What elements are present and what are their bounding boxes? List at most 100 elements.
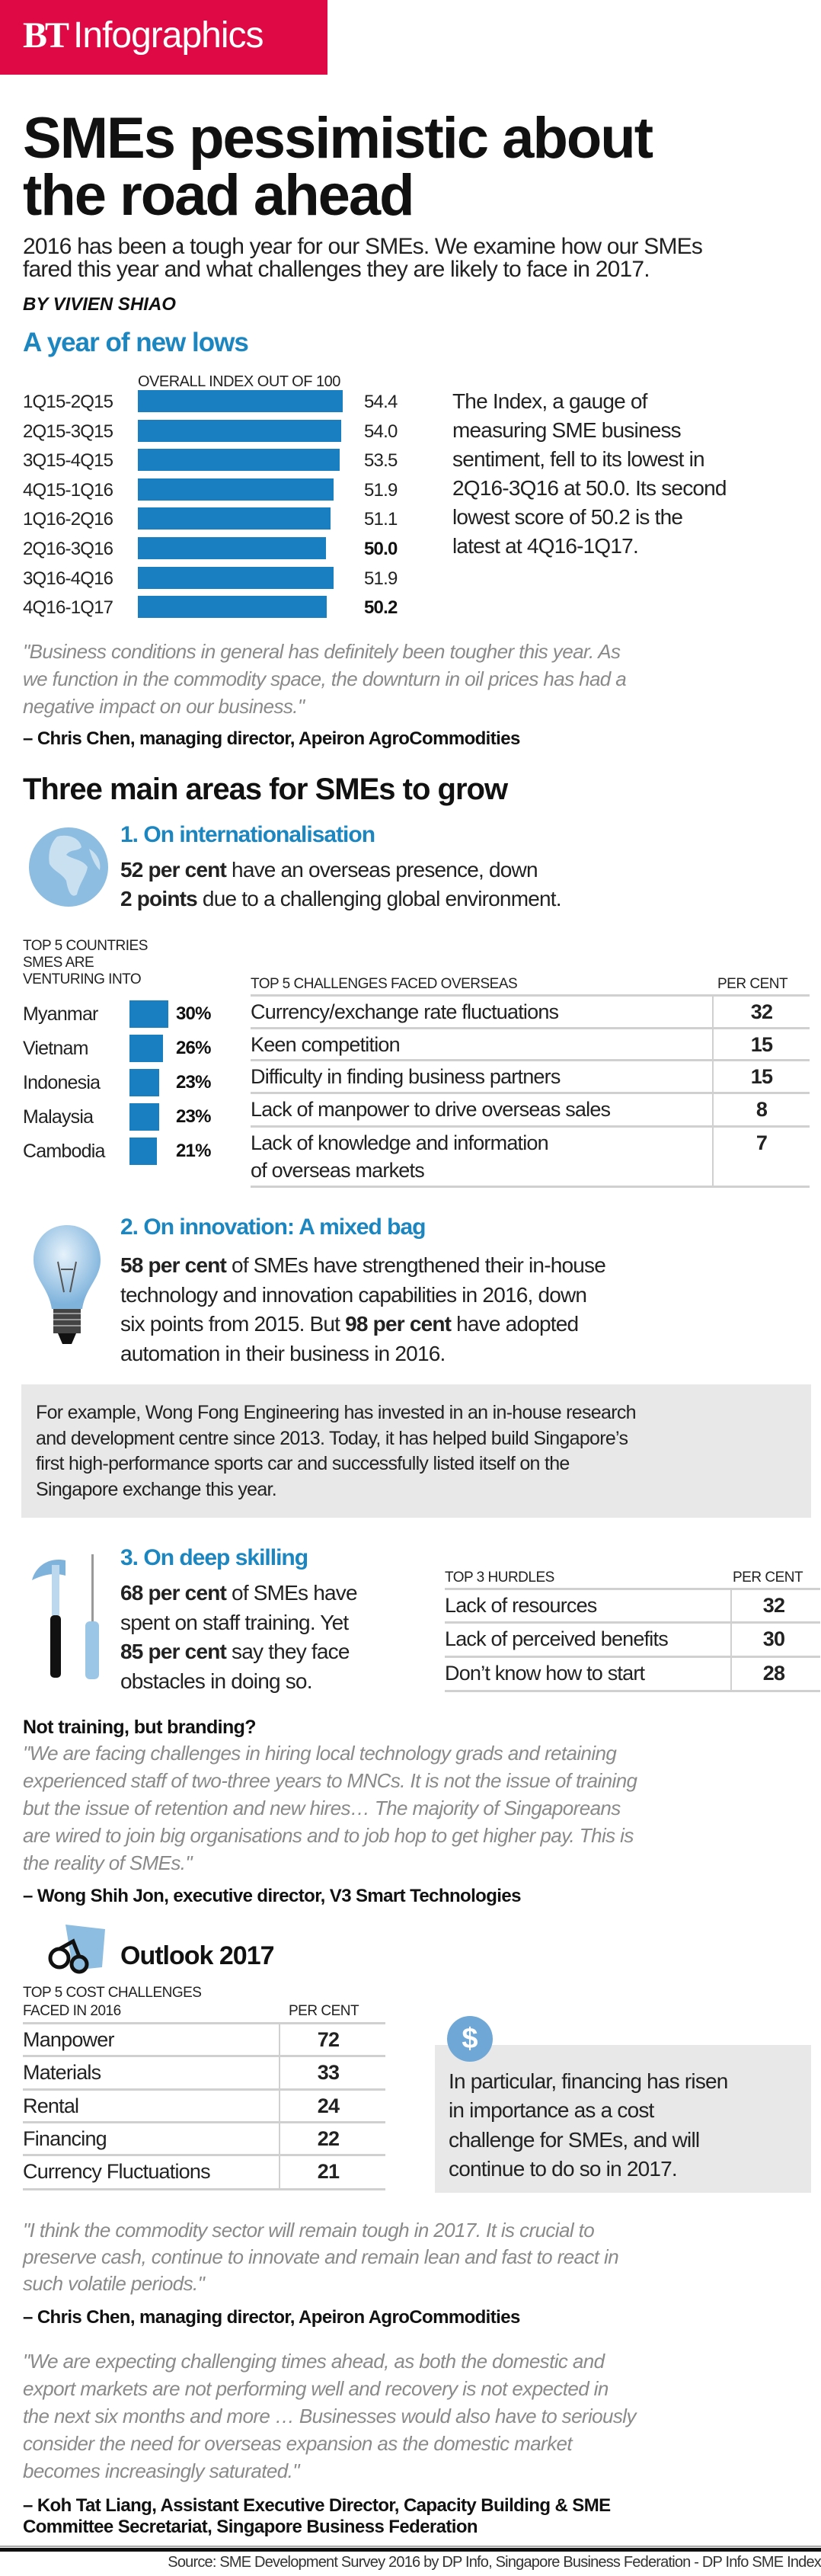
quote-attribution-4: – Koh Tat Liang, Assistant Executive Dir… bbox=[23, 2495, 611, 2537]
table-row-value: 8 bbox=[756, 1098, 768, 1121]
table-rule bbox=[23, 2088, 385, 2091]
table-row-value: 24 bbox=[317, 2094, 340, 2117]
index-category-label: 3Q16-4Q16 bbox=[23, 568, 113, 589]
index-bar bbox=[138, 449, 340, 472]
areas-heading: Three main areas for SMEs to grow bbox=[23, 773, 508, 806]
index-value-label: 54.0 bbox=[364, 421, 398, 442]
area3-stat-training: 68 per cent bbox=[120, 1581, 227, 1605]
example-box bbox=[21, 1384, 811, 1518]
index-bar bbox=[138, 478, 334, 501]
index-value-label: 51.1 bbox=[364, 509, 398, 530]
table-rule bbox=[445, 1656, 820, 1658]
table-row-value: 32 bbox=[762, 1594, 785, 1617]
index-category-label: 4Q16-1Q17 bbox=[23, 597, 113, 619]
index-category-label: 1Q16-2Q16 bbox=[23, 509, 113, 530]
country-bar bbox=[129, 1138, 157, 1165]
country-value-label: 23% bbox=[176, 1106, 211, 1127]
table-row-label: Financing bbox=[23, 2127, 107, 2150]
index-bar bbox=[138, 419, 342, 442]
bt-logo-text: BT bbox=[23, 15, 69, 56]
table-row-value: 33 bbox=[317, 2061, 340, 2084]
table-row-label: Lack of manpower to drive overseas sales bbox=[251, 1098, 611, 1121]
table-row-label: Lack of resources bbox=[445, 1594, 597, 1617]
area1-summary: 52 per cent have an overseas presence, d… bbox=[120, 856, 562, 914]
table-rule bbox=[23, 2154, 385, 2156]
area3-summary: 68 per cent of SMEs have spent on staff … bbox=[120, 1579, 358, 1696]
country-value-label: 26% bbox=[176, 1038, 211, 1058]
country-label: Malaysia bbox=[23, 1106, 94, 1128]
branding-heading: Not training, but branding? bbox=[23, 1717, 257, 1738]
table-header: TOP 5 COST CHALLENGES FACED IN 2016 bbox=[23, 1985, 202, 2019]
table-row-value: 21 bbox=[317, 2160, 340, 2183]
table-row-value: 15 bbox=[750, 1065, 773, 1088]
index-value-label: 54.4 bbox=[364, 392, 398, 412]
index-value-label: 50.0 bbox=[364, 539, 398, 559]
table-row-label: Keen competition bbox=[251, 1033, 401, 1056]
table-header: TOP 5 CHALLENGES FACED OVERSEAS bbox=[251, 976, 518, 992]
index-category-label: 1Q15-2Q15 bbox=[23, 392, 113, 412]
table-rule bbox=[445, 1690, 820, 1692]
country-label: Myanmar bbox=[23, 1003, 98, 1025]
country-label: Indonesia bbox=[23, 1072, 101, 1093]
table-rule bbox=[445, 1621, 820, 1624]
countries-chart-title: TOP 5 COUNTRIES SMES ARE VENTURING INTO bbox=[23, 938, 148, 987]
area1-stat-points: 2 points bbox=[120, 887, 198, 910]
country-bar bbox=[129, 1000, 168, 1028]
brand-logo: BT Infographics bbox=[23, 14, 264, 56]
index-bar bbox=[138, 596, 327, 619]
bt-infographics-banner bbox=[0, 0, 327, 75]
country-bar bbox=[129, 1103, 160, 1131]
area2-stat-automation: 98 per cent bbox=[345, 1312, 452, 1336]
footer-rule-thin bbox=[0, 2546, 821, 2547]
area2-text-2: have adopted automation in their busines… bbox=[120, 1312, 579, 1365]
index-bar bbox=[138, 566, 334, 589]
table-rule bbox=[23, 2055, 385, 2057]
index-chart-title: OVERALL INDEX OUT OF 100 bbox=[138, 373, 340, 390]
table-row-value: 15 bbox=[750, 1033, 773, 1056]
globe-icon bbox=[29, 827, 108, 907]
table-row-label: Don’t know how to start bbox=[445, 1662, 645, 1685]
table-row-value: 22 bbox=[317, 2127, 340, 2150]
index-bar bbox=[138, 507, 331, 530]
source-note: Source: SME Development Survey 2016 by D… bbox=[168, 2554, 821, 2571]
table-rule bbox=[23, 2121, 385, 2123]
table-value-header: PER CENT bbox=[733, 1570, 803, 1586]
byline: BY VIVIEN SHIAO bbox=[23, 294, 176, 315]
area1-heading: 1. On internationalisation bbox=[120, 822, 375, 847]
table-column-divider bbox=[712, 995, 714, 1186]
dollar-icon: $ bbox=[447, 2016, 493, 2062]
table-rule bbox=[251, 1059, 810, 1061]
area3-stat-obstacles: 85 per cent bbox=[120, 1640, 227, 1663]
table-value-header: PER CENT bbox=[717, 976, 788, 992]
index-value-label: 53.5 bbox=[364, 450, 398, 472]
table-row-label: Currency/exchange rate fluctuations bbox=[251, 1000, 559, 1023]
index-category-label: 3Q15-4Q15 bbox=[23, 450, 113, 472]
area1-stat-overseas: 52 per cent bbox=[120, 858, 227, 882]
table-column-divider bbox=[730, 1589, 732, 1691]
light-bulb-icon bbox=[34, 1225, 101, 1344]
area2-summary: 58 per cent of SMEs have strengthened th… bbox=[120, 1251, 606, 1368]
table-value-header: PER CENT bbox=[289, 2003, 359, 2019]
binoculars-icon bbox=[48, 1925, 105, 1974]
country-label: Cambodia bbox=[23, 1141, 105, 1162]
table-row-label: Manpower bbox=[23, 2028, 114, 2051]
table-rule bbox=[251, 1125, 810, 1128]
country-bar bbox=[129, 1069, 160, 1096]
standfirst: 2016 has been a tough year for our SMEs.… bbox=[23, 234, 703, 282]
table-rule bbox=[23, 2022, 385, 2024]
table-rule bbox=[23, 2188, 385, 2190]
table-row-value: 32 bbox=[750, 1000, 773, 1023]
quote-attribution-1: – Chris Chen, managing director, Apeiron… bbox=[23, 728, 520, 749]
area2-text-1: of SMEs have strengthened their in-house… bbox=[120, 1253, 606, 1336]
table-rule bbox=[445, 1588, 820, 1590]
country-bar bbox=[129, 1035, 164, 1062]
index-note: The Index, a gauge of measuring SME busi… bbox=[452, 389, 727, 558]
quote-chris-chen-2: "I think the commodity sector will remai… bbox=[23, 2219, 619, 2295]
hammer-screwdriver-icon bbox=[32, 1554, 99, 1679]
index-heading: A year of new lows bbox=[23, 328, 249, 357]
table-rule bbox=[251, 1092, 810, 1094]
table-row-label: Materials bbox=[23, 2061, 101, 2084]
table-header: TOP 3 HURDLES bbox=[445, 1570, 554, 1586]
footer-rule bbox=[0, 2548, 821, 2552]
table-row-label: Difficulty in finding business partners bbox=[251, 1065, 561, 1088]
